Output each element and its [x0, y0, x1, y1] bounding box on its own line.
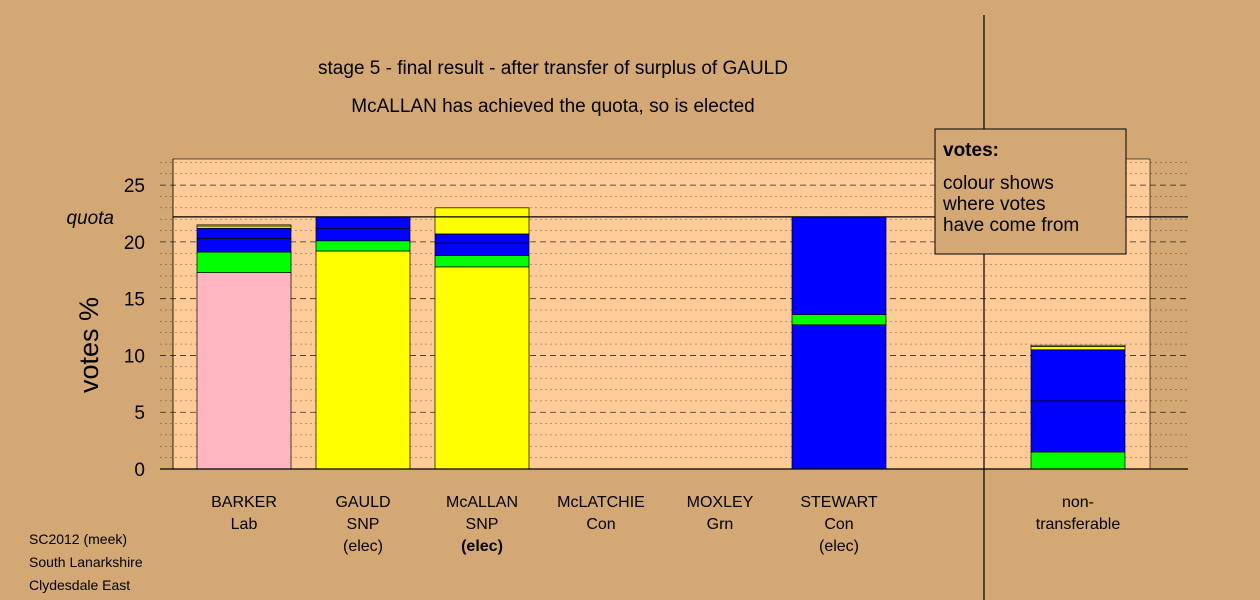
bar-segment-0	[196, 224, 292, 227]
bar-segment-0	[196, 272, 292, 470]
legend-line: where votes	[942, 194, 1045, 215]
bar-segment-nontransferable	[1030, 344, 1126, 347]
bar-segment-1	[315, 227, 411, 242]
bar-segment-nontransferable	[1030, 346, 1126, 351]
legend-title: votes:	[943, 140, 999, 161]
bar-segment-2	[434, 255, 530, 268]
bar-segment-2	[434, 266, 530, 470]
bar-segment-1	[315, 216, 411, 229]
quota-label: quota	[66, 208, 114, 229]
bar-segment-0	[196, 227, 292, 239]
candidate-status: (elec)	[461, 538, 503, 555]
bar-segment-2	[434, 207, 530, 235]
bar-segment-5	[791, 216, 887, 315]
nontransferable-label: transferable	[1036, 516, 1121, 533]
candidate-name: BARKER	[211, 494, 277, 511]
y-tick-label: 20	[124, 233, 145, 254]
candidate-party: Grn	[707, 516, 734, 533]
footer: SC2012 (meek) South Lanarkshire Clydesda…	[29, 531, 143, 593]
legend: votes: colour shows where votes have com…	[934, 128, 1127, 255]
candidate-status: (elec)	[819, 538, 859, 555]
candidate-status: (elec)	[343, 538, 383, 555]
bar-segment-0	[196, 238, 292, 253]
candidate-name: STEWART	[800, 494, 878, 511]
bar-segment-nontransferable	[1030, 451, 1126, 470]
y-tick-label: 0	[134, 460, 145, 481]
footer-line: South Lanarkshire	[29, 554, 143, 570]
candidate-name: MOXLEY	[687, 494, 754, 511]
bar-segment-nontransferable	[1030, 400, 1126, 453]
y-axis-title: votes %	[74, 297, 104, 393]
footer-line: SC2012 (meek)	[29, 531, 127, 547]
candidate-labels: BARKER Lab GAULD SNP (elec) McALLAN SNP (elec) M…	[211, 494, 1120, 555]
bar-segment-1	[315, 250, 411, 470]
nontransferable-label: non-	[1062, 494, 1094, 511]
bar-segment-5	[791, 314, 887, 326]
candidate-party: SNP	[347, 516, 380, 533]
legend-box	[934, 128, 1127, 255]
candidate-name: GAULD	[335, 494, 390, 511]
candidate-name: McALLAN	[446, 494, 518, 511]
y-tick-labels: 0 5 10 15 20 25	[124, 176, 145, 481]
y-tick-label: 25	[124, 176, 145, 197]
y-tick-label: 5	[134, 403, 145, 424]
candidate-party: Lab	[231, 516, 258, 533]
legend-line: colour shows	[943, 173, 1054, 194]
y-tick-label: 15	[124, 290, 145, 311]
bar-segment-5	[791, 324, 887, 470]
bar-segment-1	[315, 240, 411, 252]
candidate-party: SNP	[466, 516, 499, 533]
legend-line: have come from	[943, 215, 1079, 236]
candidate-name: McLATCHIE	[557, 494, 645, 511]
bar-segment-2	[434, 233, 530, 244]
footer-line: Clydesdale East	[29, 577, 130, 593]
candidate-party: Con	[824, 516, 853, 533]
bars	[196, 207, 1126, 470]
bar-segment-0	[196, 251, 292, 273]
y-tick-label: 10	[124, 346, 145, 367]
bar-segment-2	[434, 242, 530, 256]
bar-segment-nontransferable	[1030, 349, 1126, 402]
candidate-party: Con	[586, 516, 615, 533]
chart-subtitle: McALLAN has achieved the quota, so is el…	[351, 96, 754, 117]
chart-title: stage 5 - final result - after transfer …	[318, 58, 788, 79]
